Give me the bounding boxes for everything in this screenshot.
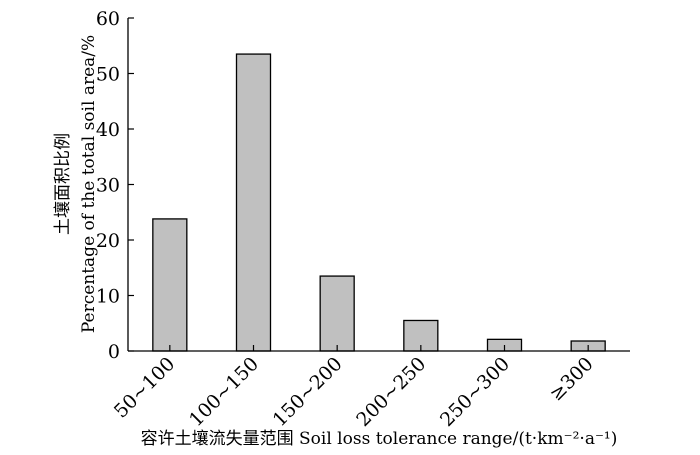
x-tick-label: 250~300 — [436, 353, 514, 431]
bar-1 — [235, 53, 272, 352]
bars — [152, 53, 606, 352]
y-tick-label: 50 — [96, 64, 120, 86]
y-tick-label: 0 — [108, 341, 120, 363]
x-axis-ticks: 50~100 100~150 150~200 200~250 250~300 ≥300 — [110, 345, 598, 431]
y-axis-title-cn: 土壤面积比例 — [52, 133, 73, 235]
x-tick-label: 150~200 — [269, 353, 347, 431]
y-axis-title-en: Percentage of the total soil area/% — [79, 35, 99, 333]
y-tick-label: 60 — [96, 8, 120, 30]
bar-2 — [319, 275, 355, 352]
x-axis-title: 容许土壤流失量范围 Soil loss tolerance range/(t·k… — [141, 428, 618, 449]
y-axis-ticks: 0 10 20 30 40 50 60 — [96, 8, 134, 363]
y-tick-label: 40 — [96, 119, 120, 141]
x-tick-label: 100~150 — [185, 353, 263, 431]
y-tick-label: 20 — [96, 230, 120, 252]
y-tick-label: 10 — [96, 286, 120, 308]
x-tick-label: ≥300 — [545, 353, 597, 405]
x-tick-label: 50~100 — [110, 353, 180, 423]
bar-0 — [152, 218, 188, 352]
x-tick-label: 200~250 — [352, 353, 430, 431]
y-tick-label: 30 — [96, 175, 120, 197]
